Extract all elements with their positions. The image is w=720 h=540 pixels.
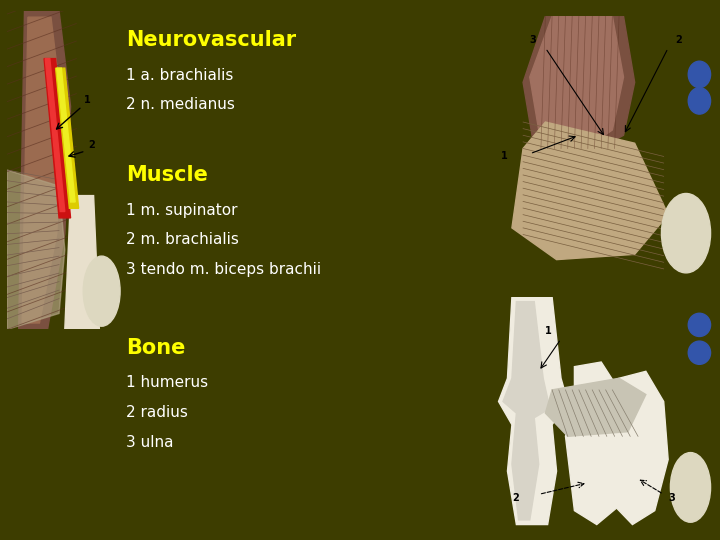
Polygon shape <box>610 372 668 524</box>
Polygon shape <box>530 16 624 148</box>
Ellipse shape <box>662 193 711 273</box>
Text: 3: 3 <box>530 35 536 45</box>
Text: 2 radius: 2 radius <box>126 405 188 420</box>
Polygon shape <box>565 362 628 524</box>
Polygon shape <box>57 68 75 202</box>
Polygon shape <box>498 297 568 524</box>
Text: 2: 2 <box>675 35 682 45</box>
Polygon shape <box>55 68 78 208</box>
Text: 2: 2 <box>512 494 518 503</box>
Polygon shape <box>512 122 668 260</box>
Text: 3 ulna: 3 ulna <box>126 435 174 450</box>
Text: 1 a. brachialis: 1 a. brachialis <box>126 68 233 83</box>
Polygon shape <box>546 378 646 436</box>
Text: 1: 1 <box>501 151 508 161</box>
Text: 2: 2 <box>88 140 94 150</box>
Circle shape <box>688 341 711 365</box>
Text: Muscle: Muscle <box>126 165 208 185</box>
Circle shape <box>688 61 711 87</box>
Circle shape <box>688 87 711 114</box>
Polygon shape <box>7 170 65 329</box>
Text: 1 humerus: 1 humerus <box>126 375 208 390</box>
Polygon shape <box>45 59 65 212</box>
Text: 2 n. medianus: 2 n. medianus <box>126 97 235 112</box>
Text: 1 m. supinator: 1 m. supinator <box>126 202 238 218</box>
Polygon shape <box>44 59 71 218</box>
Polygon shape <box>22 17 63 323</box>
Text: 2 m. brachialis: 2 m. brachialis <box>126 232 239 247</box>
Text: Bone: Bone <box>126 338 185 357</box>
Text: 1: 1 <box>546 326 552 336</box>
Polygon shape <box>523 16 635 154</box>
Circle shape <box>688 313 711 336</box>
Ellipse shape <box>84 256 120 326</box>
Polygon shape <box>503 302 550 520</box>
Polygon shape <box>19 11 71 329</box>
Text: 3: 3 <box>668 494 675 503</box>
Polygon shape <box>65 195 99 329</box>
Text: 3 tendo m. biceps brachii: 3 tendo m. biceps brachii <box>126 262 321 277</box>
Ellipse shape <box>670 453 711 522</box>
Text: Neurovascular: Neurovascular <box>126 30 296 50</box>
Text: 1: 1 <box>84 95 91 105</box>
